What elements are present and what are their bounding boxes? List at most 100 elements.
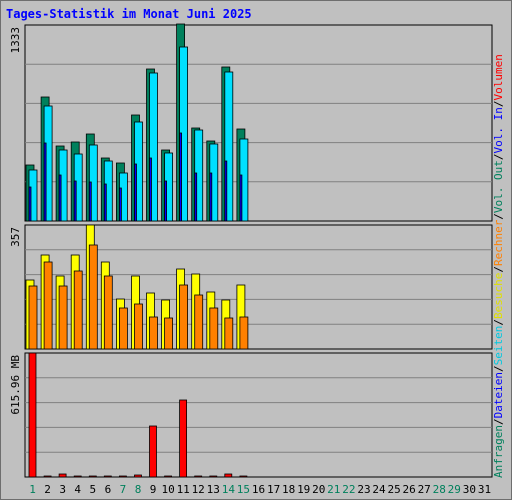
bar-volumen-day-5 xyxy=(88,475,97,478)
bar-dateien-day-9 xyxy=(149,157,152,222)
bar-rechner-day-3 xyxy=(58,285,68,350)
bar-volumen-day-10 xyxy=(164,475,173,478)
x-tick-label: 1 xyxy=(29,483,36,496)
x-tick-label: 22 xyxy=(342,483,355,496)
x-tick-label: 9 xyxy=(150,483,157,496)
plot-area-3 xyxy=(24,352,493,478)
bar-rechner-day-14 xyxy=(224,317,234,350)
bar-volumen-day-12 xyxy=(194,475,203,478)
legend-entry: Vol. In xyxy=(492,107,505,153)
bar-rechner-day-2 xyxy=(43,261,53,350)
x-tick-label: 23 xyxy=(357,483,370,496)
bar-volumen-day-15 xyxy=(239,475,248,478)
x-tick-label: 7 xyxy=(120,483,127,496)
x-tick-label: 27 xyxy=(418,483,431,496)
bar-volumen-day-13 xyxy=(209,475,218,478)
legend-entry: / xyxy=(492,100,505,107)
bar-seiten-day-9 xyxy=(149,72,158,222)
series-legend: Anfragen/Dateien/Seiten/Besuche/Rechner/… xyxy=(492,54,505,478)
bar-volumen-day-1 xyxy=(28,352,37,478)
x-tick-label: 19 xyxy=(297,483,310,496)
x-tick-label: 28 xyxy=(433,483,446,496)
bar-dateien-day-4 xyxy=(73,180,77,222)
bar-rechner-day-7 xyxy=(119,307,128,350)
x-tick-label: 26 xyxy=(402,483,415,496)
bar-rechner-day-11 xyxy=(179,284,189,350)
x-tick-label: 30 xyxy=(463,483,476,496)
x-tick-label: 24 xyxy=(372,483,386,496)
bar-dateien-day-11 xyxy=(179,132,183,222)
chart-title: Tages-Statistik im Monat Juni 2025 xyxy=(6,7,252,21)
x-tick-label: 31 xyxy=(478,483,491,496)
legend-entry: / xyxy=(492,319,505,326)
bar-volumen-day-14 xyxy=(224,473,233,478)
x-tick-label: 16 xyxy=(252,483,265,496)
bar-volumen-day-2 xyxy=(43,475,52,478)
bar-rechner-day-5 xyxy=(88,244,98,350)
legend-entry: Rechner xyxy=(492,219,505,266)
bar-dateien-day-8 xyxy=(134,163,137,222)
legend-entry: / xyxy=(492,153,505,160)
bar-seiten-day-14 xyxy=(224,71,234,222)
legend-entry: / xyxy=(492,213,505,220)
bar-dateien-day-10 xyxy=(164,180,168,222)
x-tick-label: 5 xyxy=(89,483,96,496)
bar-volumen-day-7 xyxy=(119,475,127,478)
legend-entry: / xyxy=(492,418,505,425)
legend-entry: Besuche xyxy=(492,273,505,319)
bar-rechner-day-6 xyxy=(103,275,113,350)
bar-rechner-day-8 xyxy=(134,303,143,350)
bar-rechner-day-4 xyxy=(73,270,83,350)
x-tick-label: 6 xyxy=(105,483,112,496)
bar-dateien-day-15 xyxy=(239,174,243,222)
x-tick-label: 15 xyxy=(237,483,250,496)
bar-dateien-day-3 xyxy=(58,174,62,222)
x-tick-label: 17 xyxy=(267,483,280,496)
bar-rechner-day-15 xyxy=(239,316,249,350)
bar-volumen-day-4 xyxy=(73,475,82,478)
bar-rechner-day-12 xyxy=(194,294,204,350)
bar-volumen-day-6 xyxy=(103,475,112,478)
bar-rechner-day-1 xyxy=(28,285,38,350)
bar-dateien-day-5 xyxy=(88,181,92,222)
x-tick-label: 4 xyxy=(74,483,81,496)
legend-entry: Volumen xyxy=(492,54,505,100)
bar-volumen-day-8 xyxy=(134,474,142,478)
y-max-label: 357 xyxy=(9,227,22,247)
bar-dateien-day-13 xyxy=(209,172,213,222)
bar-volumen-day-3 xyxy=(58,473,67,478)
bar-dateien-day-12 xyxy=(194,172,198,222)
x-tick-label: 20 xyxy=(312,483,325,496)
bar-dateien-day-14 xyxy=(224,160,228,222)
x-tick-label: 14 xyxy=(222,483,236,496)
bar-rechner-day-9 xyxy=(149,316,158,350)
x-tick-label: 10 xyxy=(161,483,174,496)
bar-volumen-day-11 xyxy=(179,399,188,478)
x-tick-label: 25 xyxy=(387,483,400,496)
x-tick-label: 18 xyxy=(282,483,295,496)
x-tick-label: 13 xyxy=(207,483,220,496)
bar-dateien-day-2 xyxy=(43,142,47,222)
legend-entry: Anfragen xyxy=(492,425,505,478)
legend-entry: Seiten xyxy=(492,326,505,366)
x-tick-label: 8 xyxy=(135,483,142,496)
legend-entry: / xyxy=(492,365,505,372)
bar-dateien-day-7 xyxy=(119,187,122,222)
y-max-label: 1333 xyxy=(9,27,22,54)
x-tick-label: 29 xyxy=(448,483,461,496)
x-tick-label: 12 xyxy=(192,483,205,496)
y-max-label: 615.96 MB xyxy=(9,355,22,415)
x-tick-label: 21 xyxy=(327,483,340,496)
x-tick-label: 2 xyxy=(44,483,51,496)
bar-dateien-day-6 xyxy=(103,183,107,222)
legend-entry: Vol. Out xyxy=(492,160,505,213)
bar-rechner-day-10 xyxy=(164,317,174,350)
bar-volumen-day-9 xyxy=(149,425,157,478)
legend-entry: Dateien xyxy=(492,372,505,418)
x-tick-label: 11 xyxy=(177,483,190,496)
legend-entry: / xyxy=(492,266,505,273)
bar-rechner-day-13 xyxy=(209,307,219,350)
bar-dateien-day-1 xyxy=(28,186,32,222)
x-tick-label: 3 xyxy=(59,483,66,496)
